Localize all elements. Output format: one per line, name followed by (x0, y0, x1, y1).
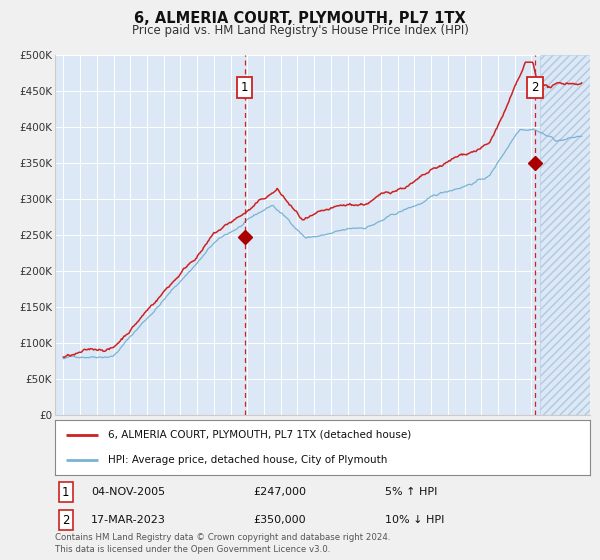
Text: 5% ↑ HPI: 5% ↑ HPI (385, 487, 437, 497)
Text: 1: 1 (241, 81, 248, 94)
Text: 2: 2 (531, 81, 539, 94)
Text: Contains HM Land Registry data © Crown copyright and database right 2024.
This d: Contains HM Land Registry data © Crown c… (55, 533, 391, 554)
Text: 17-MAR-2023: 17-MAR-2023 (91, 515, 166, 525)
Text: Price paid vs. HM Land Registry's House Price Index (HPI): Price paid vs. HM Land Registry's House … (131, 24, 469, 36)
Text: 2: 2 (62, 514, 70, 526)
Text: £350,000: £350,000 (253, 515, 305, 525)
Text: 10% ↓ HPI: 10% ↓ HPI (385, 515, 445, 525)
Text: HPI: Average price, detached house, City of Plymouth: HPI: Average price, detached house, City… (109, 455, 388, 465)
Text: 04-NOV-2005: 04-NOV-2005 (91, 487, 165, 497)
Text: £247,000: £247,000 (253, 487, 306, 497)
Text: 1: 1 (62, 486, 70, 498)
Text: 6, ALMERIA COURT, PLYMOUTH, PL7 1TX: 6, ALMERIA COURT, PLYMOUTH, PL7 1TX (134, 11, 466, 26)
Text: 6, ALMERIA COURT, PLYMOUTH, PL7 1TX (detached house): 6, ALMERIA COURT, PLYMOUTH, PL7 1TX (det… (109, 430, 412, 440)
